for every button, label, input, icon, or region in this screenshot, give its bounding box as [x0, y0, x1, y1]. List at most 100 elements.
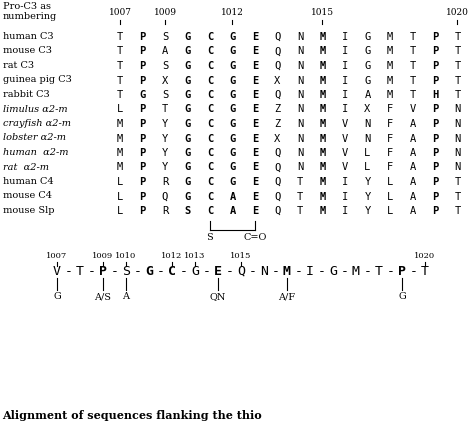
Text: L: L: [387, 191, 393, 201]
Text: E: E: [252, 191, 258, 201]
Text: G: G: [229, 148, 236, 158]
Text: G: G: [191, 265, 199, 278]
Text: M: M: [319, 47, 326, 57]
Text: M: M: [319, 163, 326, 173]
Text: G: G: [184, 32, 191, 42]
Text: -: -: [64, 265, 73, 278]
Text: M: M: [319, 191, 326, 201]
Text: G: G: [184, 119, 191, 129]
Text: N: N: [297, 90, 303, 100]
Text: R: R: [162, 206, 168, 216]
Text: N: N: [260, 265, 268, 278]
Text: V: V: [410, 105, 416, 115]
Text: S: S: [162, 32, 168, 42]
Text: -: -: [364, 265, 372, 278]
Text: G: G: [229, 177, 236, 187]
Text: A: A: [162, 47, 168, 57]
Text: G: G: [229, 163, 236, 173]
Text: Pro-C3 as: Pro-C3 as: [3, 2, 51, 11]
Text: P: P: [432, 119, 438, 129]
Text: P: P: [432, 148, 438, 158]
Text: Y: Y: [162, 148, 168, 158]
Text: Y: Y: [365, 206, 371, 216]
Text: G: G: [365, 47, 371, 57]
Text: P: P: [139, 191, 146, 201]
Text: numbering: numbering: [3, 12, 57, 21]
Text: M: M: [319, 90, 326, 100]
Text: P: P: [432, 75, 438, 85]
Text: mouse Slp: mouse Slp: [3, 206, 55, 215]
Text: I: I: [342, 206, 348, 216]
Text: V: V: [342, 148, 348, 158]
Text: I: I: [342, 61, 348, 71]
Text: -: -: [294, 265, 302, 278]
Text: M: M: [387, 90, 393, 100]
Text: G: G: [184, 105, 191, 115]
Text: 1015: 1015: [311, 8, 334, 17]
Text: rat C3: rat C3: [3, 61, 34, 70]
Text: G: G: [184, 163, 191, 173]
Text: C: C: [168, 265, 176, 278]
Text: T: T: [455, 206, 461, 216]
Text: X: X: [274, 133, 281, 143]
Text: mouse C4: mouse C4: [3, 191, 52, 201]
Text: 1012: 1012: [161, 252, 182, 260]
Text: 1007: 1007: [109, 8, 131, 17]
Text: L: L: [387, 206, 393, 216]
Text: L: L: [117, 105, 123, 115]
Text: N: N: [297, 75, 303, 85]
Text: I: I: [342, 90, 348, 100]
Text: crayfish α2-m: crayfish α2-m: [3, 119, 71, 128]
Text: M: M: [319, 61, 326, 71]
Text: Q: Q: [162, 191, 168, 201]
Text: M: M: [117, 119, 123, 129]
Text: N: N: [455, 105, 461, 115]
Text: I: I: [342, 47, 348, 57]
Text: E: E: [252, 119, 258, 129]
Text: P: P: [432, 206, 438, 216]
Text: M: M: [319, 148, 326, 158]
Text: P: P: [432, 133, 438, 143]
Text: R: R: [162, 177, 168, 187]
Text: -: -: [340, 265, 348, 278]
Text: P: P: [432, 105, 438, 115]
Text: Q: Q: [274, 177, 281, 187]
Text: P: P: [432, 177, 438, 187]
Text: T: T: [455, 61, 461, 71]
Text: I: I: [306, 265, 314, 278]
Text: P: P: [139, 206, 146, 216]
Text: P: P: [139, 47, 146, 57]
Text: V: V: [342, 163, 348, 173]
Text: -: -: [272, 265, 280, 278]
Text: M: M: [387, 32, 393, 42]
Text: L: L: [117, 177, 123, 187]
Text: G: G: [229, 119, 236, 129]
Text: F: F: [387, 119, 393, 129]
Text: G: G: [365, 61, 371, 71]
Text: T: T: [410, 47, 416, 57]
Text: A: A: [122, 292, 129, 301]
Text: I: I: [342, 191, 348, 201]
Text: M: M: [319, 75, 326, 85]
Text: -: -: [318, 265, 326, 278]
Text: 1020: 1020: [446, 8, 469, 17]
Text: E: E: [252, 32, 258, 42]
Text: G: G: [229, 90, 236, 100]
Text: I: I: [342, 105, 348, 115]
Text: C: C: [207, 90, 213, 100]
Text: C: C: [207, 61, 213, 71]
Text: A: A: [410, 119, 416, 129]
Text: G: G: [229, 47, 236, 57]
Text: G: G: [184, 148, 191, 158]
Text: -: -: [248, 265, 256, 278]
Text: Alignment of sequences flanking the thio: Alignment of sequences flanking the thio: [2, 410, 262, 421]
Text: 1007: 1007: [46, 252, 68, 260]
Text: P: P: [139, 61, 146, 71]
Text: 1009: 1009: [92, 252, 114, 260]
Text: C=O: C=O: [243, 232, 267, 242]
Text: E: E: [252, 148, 258, 158]
Text: L: L: [117, 191, 123, 201]
Text: I: I: [342, 75, 348, 85]
Text: I: I: [342, 177, 348, 187]
Text: P: P: [432, 191, 438, 201]
